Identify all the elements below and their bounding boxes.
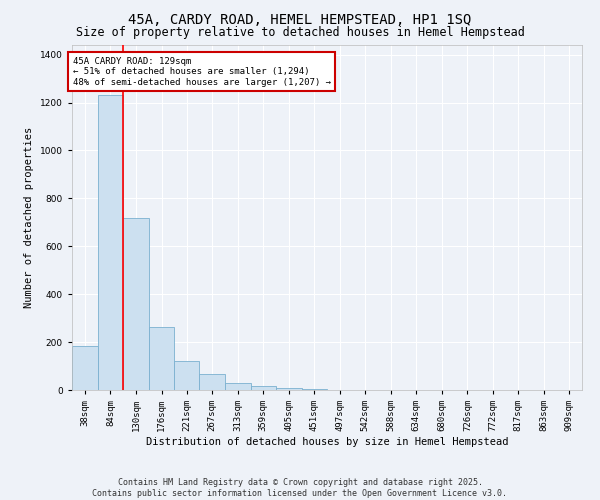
Y-axis label: Number of detached properties: Number of detached properties: [25, 127, 34, 308]
Bar: [72, 346, 98, 390]
Text: 45A CARDY ROAD: 129sqm
← 51% of detached houses are smaller (1,294)
48% of semi-: 45A CARDY ROAD: 129sqm ← 51% of detached…: [73, 57, 331, 87]
Text: Contains HM Land Registry data © Crown copyright and database right 2025.
Contai: Contains HM Land Registry data © Crown c…: [92, 478, 508, 498]
Bar: [149, 326, 175, 390]
Bar: [199, 374, 225, 390]
Bar: [276, 388, 302, 390]
Bar: [251, 386, 276, 390]
Bar: [225, 383, 251, 390]
Text: 45A, CARDY ROAD, HEMEL HEMPSTEAD, HP1 1SQ: 45A, CARDY ROAD, HEMEL HEMPSTEAD, HP1 1S…: [128, 12, 472, 26]
Bar: [98, 96, 123, 390]
Bar: [174, 361, 199, 390]
Bar: [302, 389, 327, 390]
Text: Size of property relative to detached houses in Hemel Hempstead: Size of property relative to detached ho…: [76, 26, 524, 39]
X-axis label: Distribution of detached houses by size in Hemel Hempstead: Distribution of detached houses by size …: [146, 437, 508, 447]
Bar: [123, 218, 149, 390]
